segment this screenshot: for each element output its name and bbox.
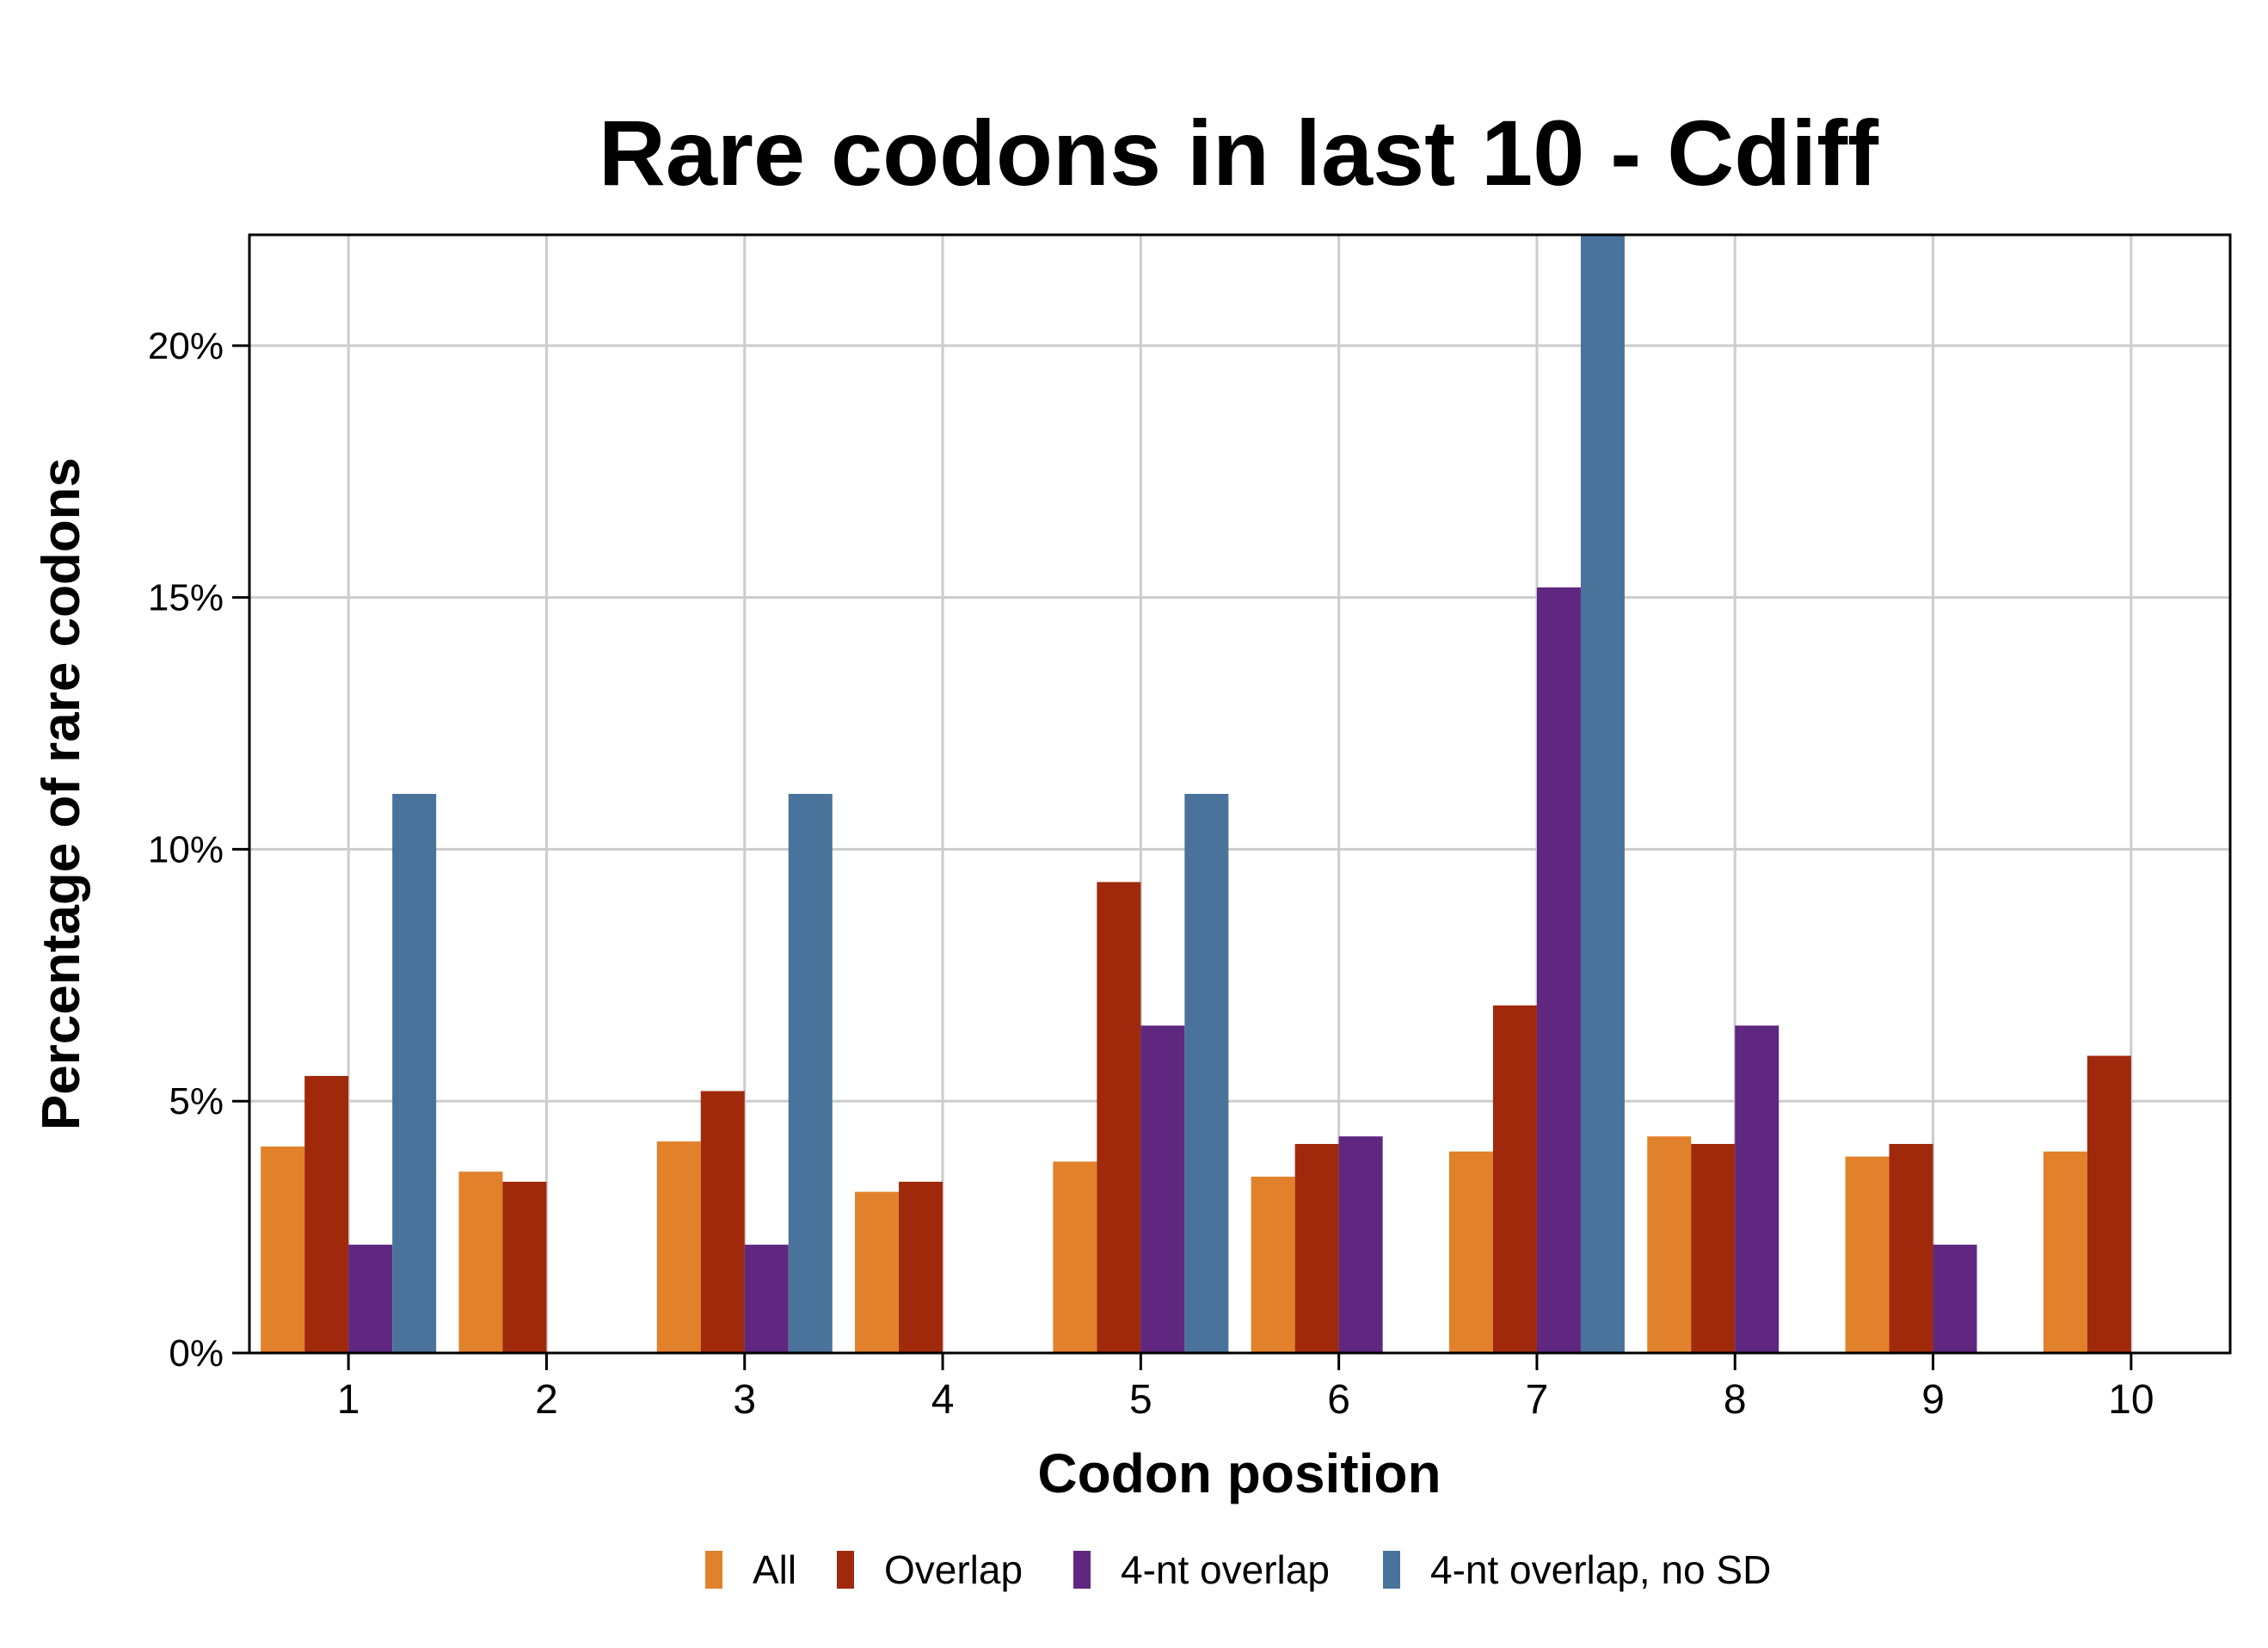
x-tick-label: 5 xyxy=(1129,1377,1152,1423)
x-tick-label: 3 xyxy=(733,1377,756,1423)
legend-item: Overlap xyxy=(837,1547,1023,1592)
bar-all-pos-4 xyxy=(855,1191,900,1353)
bar-4-nt-overlap-pos-5 xyxy=(1140,1025,1185,1353)
bar-overlap-pos-7 xyxy=(1492,1005,1537,1353)
bar-overlap-pos-2 xyxy=(502,1181,547,1353)
x-tick-label: 7 xyxy=(1526,1377,1549,1423)
y-tick-label: 0% xyxy=(169,1332,224,1374)
bar-overlap-pos-6 xyxy=(1294,1143,1339,1353)
bar-all-pos-9 xyxy=(1845,1156,1890,1353)
y-tick-label: 10% xyxy=(148,828,224,870)
bar-4-nt-overlap-pos-3 xyxy=(744,1245,789,1353)
x-tick-label: 10 xyxy=(2108,1377,2154,1423)
bar-all-pos-1 xyxy=(261,1146,305,1353)
bar-all-pos-10 xyxy=(2043,1151,2087,1353)
x-axis: 1 2 3 4 5 6 7 8 9 10 xyxy=(337,1353,2154,1423)
x-tick-label: 1 xyxy=(337,1377,360,1423)
bar-all-pos-7 xyxy=(1448,1151,1493,1353)
y-tick-label: 5% xyxy=(169,1080,224,1122)
legend-swatch xyxy=(1073,1551,1091,1589)
legend-item: 4-nt overlap, no SD xyxy=(1383,1547,1771,1592)
bars xyxy=(261,235,2131,1353)
bar-overlap-pos-4 xyxy=(899,1181,943,1353)
legend-swatch xyxy=(1383,1551,1400,1589)
x-tick-label: 6 xyxy=(1327,1377,1350,1423)
legend: All Overlap 4-nt overlap 4-nt overlap, no S… xyxy=(705,1547,1771,1592)
bar-all-pos-2 xyxy=(458,1171,503,1353)
x-tick-label: 4 xyxy=(931,1377,955,1423)
legend-swatch xyxy=(837,1551,854,1589)
y-tick-label: 15% xyxy=(148,577,224,619)
legend-label: 4-nt overlap xyxy=(1121,1547,1330,1592)
y-axis: 0% 5% 10% 15% 20% xyxy=(148,325,249,1374)
x-tick-label: 2 xyxy=(535,1377,558,1423)
legend-label: All xyxy=(753,1547,796,1592)
bar-overlap-pos-1 xyxy=(304,1075,349,1353)
plot-frame xyxy=(248,233,2232,1355)
bar-4-nt-overlap-pos-6 xyxy=(1338,1136,1383,1353)
bar-overlap-pos-9 xyxy=(1889,1143,1933,1353)
x-axis-label: Codon position xyxy=(1037,1442,1441,1504)
bar-all-pos-6 xyxy=(1251,1177,1295,1353)
legend-swatch xyxy=(705,1551,722,1589)
bar-4-nt-overlap-no-sd-pos-7 xyxy=(1580,235,1625,1353)
bar-4-nt-overlap-pos-8 xyxy=(1735,1025,1779,1353)
bar-4-nt-overlap-pos-7 xyxy=(1536,587,1581,1353)
y-axis-label: Percentage of rare codons xyxy=(32,458,91,1130)
y-tick-label: 20% xyxy=(148,325,224,367)
bar-overlap-pos-8 xyxy=(1691,1143,1736,1353)
bar-4-nt-overlap-pos-1 xyxy=(348,1245,393,1353)
x-tick-label: 9 xyxy=(1921,1377,1945,1423)
legend-label: 4-nt overlap, no SD xyxy=(1430,1547,1771,1592)
bar-overlap-pos-3 xyxy=(700,1091,745,1353)
bar-4-nt-overlap-pos-9 xyxy=(1933,1245,1977,1353)
bar-overlap-pos-10 xyxy=(2087,1055,2131,1353)
bar-all-pos-3 xyxy=(656,1141,701,1353)
chart-title: Rare codons in last 10 - Cdiff xyxy=(599,101,1879,205)
x-tick-label: 8 xyxy=(1724,1377,1747,1423)
bar-4-nt-overlap-no-sd-pos-3 xyxy=(788,794,833,1353)
legend-item: 4-nt overlap xyxy=(1073,1547,1330,1592)
legend-item: All xyxy=(705,1547,796,1592)
bar-all-pos-5 xyxy=(1053,1161,1097,1353)
bar-all-pos-8 xyxy=(1647,1136,1692,1353)
bar-4-nt-overlap-no-sd-pos-5 xyxy=(1184,794,1229,1353)
legend-label: Overlap xyxy=(884,1547,1023,1592)
bar-overlap-pos-5 xyxy=(1097,882,1141,1353)
bar-4-nt-overlap-no-sd-pos-1 xyxy=(392,794,437,1353)
